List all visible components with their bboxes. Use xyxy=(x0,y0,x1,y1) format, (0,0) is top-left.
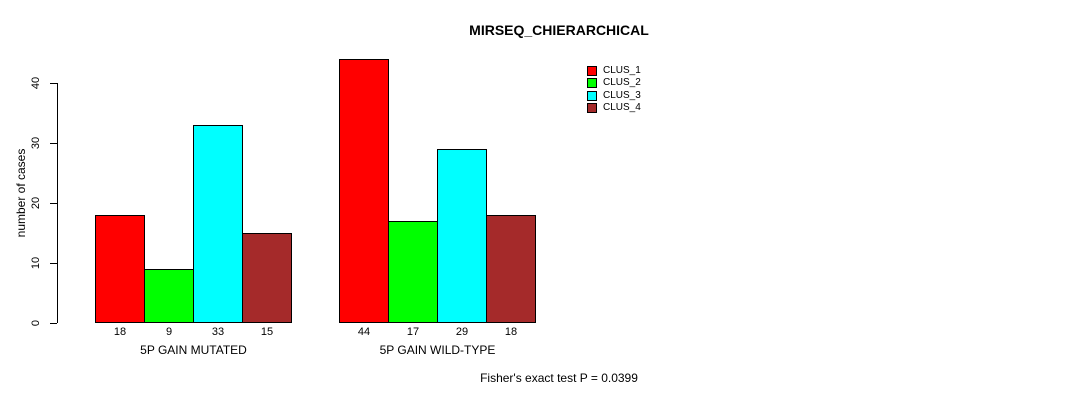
bar-clus_4-1 xyxy=(242,233,292,323)
legend-label: CLUS_3 xyxy=(603,89,641,101)
y-tick-mark xyxy=(50,203,57,204)
bar-clus_1-1 xyxy=(95,215,145,323)
y-axis-label: number of cases xyxy=(14,148,28,238)
legend-item-clus_4: CLUS_4 xyxy=(587,102,641,114)
legend-item-clus_2: CLUS_2 xyxy=(587,77,641,89)
x-category-label: 5P GAIN MUTATED xyxy=(140,343,247,357)
y-axis-line xyxy=(57,83,58,323)
y-tick-label: 40 xyxy=(30,76,42,90)
y-tick-label: 10 xyxy=(30,256,42,270)
legend-swatch-icon xyxy=(587,90,597,101)
bar-clus_3-1 xyxy=(193,125,243,323)
chart-title: MIRSEQ_CHIERARCHICAL xyxy=(469,22,649,38)
legend-label: CLUS_4 xyxy=(603,102,641,114)
bar-value-label: 9 xyxy=(165,326,173,338)
y-tick-mark xyxy=(50,143,57,144)
legend-label: CLUS_2 xyxy=(603,77,641,89)
legend-item-clus_1: CLUS_1 xyxy=(587,65,641,77)
legend-label: CLUS_1 xyxy=(603,65,641,77)
legend-item-clus_3: CLUS_3 xyxy=(587,90,641,102)
y-tick-label: 30 xyxy=(30,136,42,150)
x-category-label: 5P GAIN WILD-TYPE xyxy=(379,343,496,357)
y-tick-mark xyxy=(50,323,57,324)
bar-value-label: 33 xyxy=(211,326,225,338)
bar-clus_1-2 xyxy=(339,59,389,323)
bar-clus_2-2 xyxy=(388,221,438,323)
legend-swatch-icon xyxy=(587,78,597,89)
legend: CLUS_1 CLUS_2 CLUS_3 CLUS_4 xyxy=(587,65,641,114)
bar-value-label: 15 xyxy=(260,326,274,338)
bar-value-label: 29 xyxy=(455,326,469,338)
y-tick-mark xyxy=(50,263,57,264)
legend-swatch-icon xyxy=(587,66,597,77)
legend-swatch-icon xyxy=(587,103,597,114)
bar-value-label: 18 xyxy=(504,326,518,338)
annotation-text: Fisher's exact test P = 0.0399 xyxy=(480,371,638,385)
bar-value-label: 17 xyxy=(406,326,420,338)
bar-clus_3-2 xyxy=(437,149,487,323)
bar-clus_2-1 xyxy=(144,269,194,323)
y-tick-label: 0 xyxy=(30,319,42,327)
bar-clus_4-2 xyxy=(486,215,536,323)
y-tick-mark xyxy=(50,83,57,84)
y-tick-label: 20 xyxy=(30,196,42,210)
bar-value-label: 44 xyxy=(357,326,371,338)
bar-value-label: 18 xyxy=(113,326,127,338)
